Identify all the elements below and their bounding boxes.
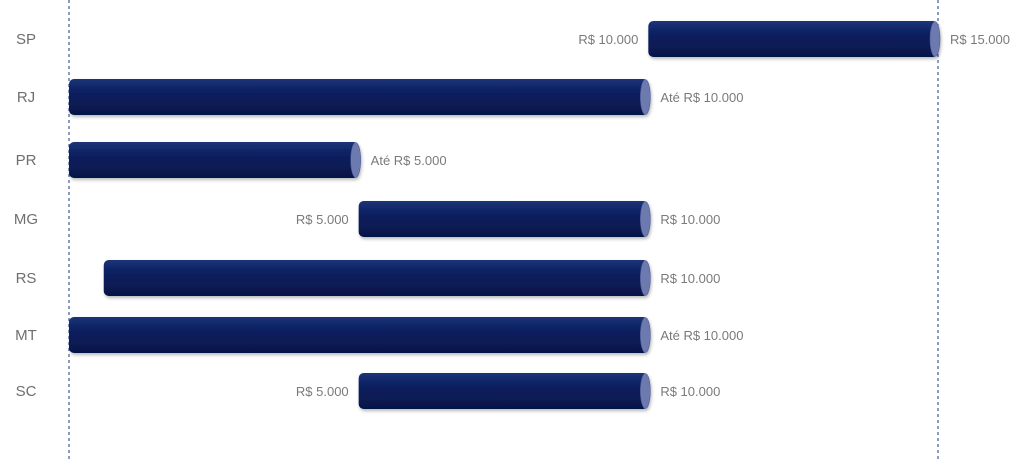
- bar-body-rj: [69, 79, 649, 115]
- bar-rj: [69, 79, 651, 115]
- bar-sp: [648, 21, 941, 57]
- value-labels: R$ 10.000 R$ 15.000 Até R$ 10.000 Até R$ 5.…: [296, 32, 1010, 399]
- bar-mt: [69, 317, 651, 353]
- bar-end-cap-sc: [640, 373, 651, 409]
- bar-end-cap-sp: [929, 21, 941, 57]
- category-label-rs: RS: [16, 270, 37, 287]
- bar-end-cap-rs: [640, 260, 651, 296]
- bar-body-mt: [69, 317, 649, 353]
- bar-end-cap-mg: [640, 201, 651, 237]
- bar-end-cap-rj: [640, 79, 651, 115]
- category-label-sp: SP: [16, 31, 36, 48]
- end-value-label-mt: Até R$ 10.000: [660, 328, 743, 343]
- bar-sc: [358, 373, 651, 409]
- bar-pr: [69, 142, 361, 178]
- bar-mg: [358, 201, 651, 237]
- end-value-label-sp: R$ 15.000: [950, 32, 1010, 47]
- category-label-sc: SC: [16, 383, 37, 400]
- bar-body-rs: [103, 260, 649, 296]
- category-label-rj: RJ: [17, 89, 35, 106]
- bar-end-cap-pr: [350, 142, 361, 178]
- bar-end-cap-mt: [640, 317, 651, 353]
- bar-body-sp: [648, 21, 938, 57]
- end-value-label-mg: R$ 10.000: [660, 212, 720, 227]
- category-label-mg: MG: [14, 211, 38, 228]
- bars: [69, 21, 941, 409]
- bar-body-pr: [69, 142, 359, 178]
- bar-body-mg: [358, 201, 649, 237]
- bar-rs: [103, 260, 651, 296]
- bar-body-sc: [358, 373, 649, 409]
- category-label-mt: MT: [15, 327, 37, 344]
- category-label-pr: PR: [16, 152, 37, 169]
- start-value-label-mg: R$ 5.000: [296, 212, 349, 227]
- end-value-label-rj: Até R$ 10.000: [660, 90, 743, 105]
- category-labels: SP RJ PR MG RS MT SC: [14, 31, 38, 400]
- end-value-label-sc: R$ 10.000: [660, 384, 720, 399]
- start-value-label-sc: R$ 5.000: [296, 384, 349, 399]
- start-value-label-sp: R$ 10.000: [578, 32, 638, 47]
- end-value-label-rs: R$ 10.000: [660, 271, 720, 286]
- end-value-label-pr: Até R$ 5.000: [371, 153, 447, 168]
- reference-lines: [68, 0, 939, 461]
